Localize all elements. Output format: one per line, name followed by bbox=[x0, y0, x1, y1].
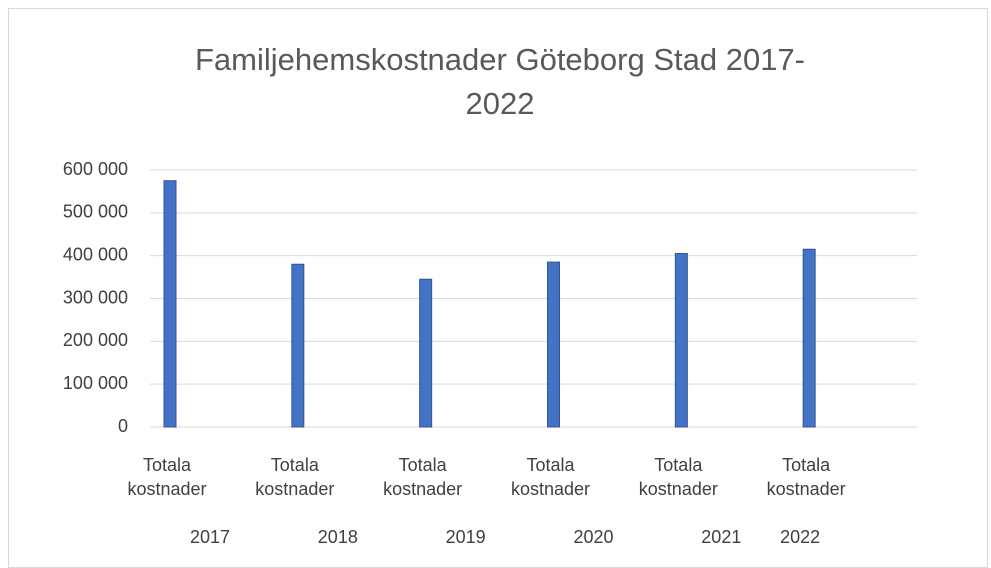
x-tick-label: Totala kostnader bbox=[383, 455, 463, 499]
y-tick-label: 500 000 bbox=[63, 202, 128, 222]
bar bbox=[547, 261, 560, 428]
x-group-label: 2017 bbox=[189, 527, 231, 547]
x-group-label: 2022 bbox=[780, 527, 821, 547]
bar bbox=[291, 263, 305, 428]
y-tick-label: 100 000 bbox=[63, 373, 128, 393]
x-group-label: 2018 bbox=[317, 527, 358, 547]
x-tick-label: Totala kostnader bbox=[766, 455, 846, 499]
y-tick-label: 600 000 bbox=[63, 159, 128, 179]
x-tick-label: Totala kostnader bbox=[127, 455, 207, 499]
x-group-label: 2019 bbox=[445, 527, 486, 547]
bar bbox=[802, 248, 816, 428]
bar bbox=[674, 253, 688, 428]
x-group-label: 2021 bbox=[701, 527, 742, 547]
x-tick-label: Totala kostnader bbox=[638, 455, 718, 499]
y-tick-label: 300 000 bbox=[63, 287, 128, 307]
y-tick-label: 400 000 bbox=[63, 244, 128, 264]
y-tick-label: 0 bbox=[118, 416, 128, 436]
x-tick-label: Totala kostnader bbox=[255, 455, 335, 499]
bar bbox=[163, 180, 177, 428]
x-tick-label: Totala kostnader bbox=[510, 455, 591, 499]
chart-title: Familjehemskostnader Göteborg Stad 2017-… bbox=[195, 42, 805, 121]
bar bbox=[419, 278, 433, 428]
x-group-label: 2020 bbox=[573, 527, 614, 547]
y-tick-label: 200 000 bbox=[63, 330, 128, 350]
